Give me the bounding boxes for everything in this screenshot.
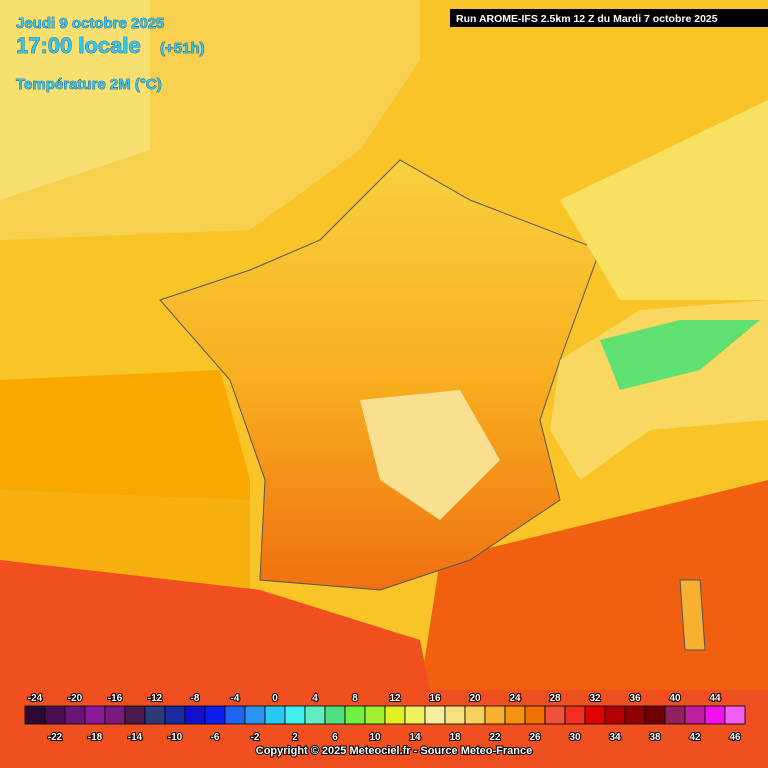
- legend-label: -12: [148, 693, 163, 704]
- legend-label: 24: [509, 693, 521, 704]
- legend-label: -2: [251, 732, 260, 743]
- legend-swatch: [304, 705, 326, 725]
- legend-label: 38: [649, 732, 661, 743]
- legend-label: 28: [549, 693, 561, 704]
- legend-swatch: [464, 705, 486, 725]
- legend-swatch: [84, 705, 106, 725]
- legend-label: -6: [211, 732, 220, 743]
- legend-label: 12: [389, 693, 401, 704]
- legend-swatch: [184, 705, 206, 725]
- legend-label: -20: [68, 693, 83, 704]
- legend-swatch: [204, 705, 226, 725]
- legend-swatch: [64, 705, 86, 725]
- legend-swatch: [104, 705, 126, 725]
- massif-central: [360, 390, 500, 520]
- legend-swatch: [564, 705, 586, 725]
- legend-label: 44: [709, 693, 721, 704]
- legend-swatch: [164, 705, 186, 725]
- legend-label: 36: [629, 693, 641, 704]
- legend-label: 26: [529, 732, 541, 743]
- germany: [560, 100, 768, 300]
- legend-swatch: [504, 705, 526, 725]
- legend-swatch: [444, 705, 466, 725]
- run-banner: [450, 9, 768, 27]
- legend-label: 20: [469, 693, 481, 704]
- legend-swatch: [664, 705, 686, 725]
- run-info: Run AROME-IFS 2.5km 12 Z du Mardi 7 octo…: [456, 13, 718, 25]
- legend-label: -4: [231, 693, 240, 704]
- france: [159, 159, 601, 591]
- sea-south-west: [0, 490, 250, 590]
- legend-swatch: [44, 705, 66, 725]
- legend-label: -18: [88, 732, 103, 743]
- legend-bg: [0, 690, 768, 768]
- legend-label: 8: [352, 693, 358, 704]
- legend-swatch: [324, 705, 346, 725]
- legend-label: 40: [669, 693, 681, 704]
- legend-label: 42: [689, 732, 701, 743]
- legend-label: -22: [48, 732, 63, 743]
- legend-label: 4: [312, 693, 318, 704]
- mediterranean: [420, 480, 768, 690]
- legend-label: 16: [429, 693, 441, 704]
- parameter: Température 2M (°C): [16, 76, 162, 93]
- legend-swatch: [604, 705, 626, 725]
- legend-swatch: [524, 705, 546, 725]
- legend-swatch: [544, 705, 566, 725]
- legend-label: -14: [128, 732, 143, 743]
- legend-swatch: [684, 705, 706, 725]
- legend-swatch: [424, 705, 446, 725]
- legend-label: -10: [168, 732, 183, 743]
- legend-label: 34: [609, 732, 621, 743]
- legend-swatch: [624, 705, 646, 725]
- corsica: [679, 579, 706, 651]
- legend-label: 30: [569, 732, 581, 743]
- legend-swatch: [584, 705, 606, 725]
- legend-swatch: [484, 705, 506, 725]
- legend-label: 22: [489, 732, 501, 743]
- alps-high: [600, 320, 760, 390]
- legend-label: 18: [449, 732, 461, 743]
- spain: [0, 560, 430, 690]
- legend-label: -24: [28, 693, 43, 704]
- legend-swatch: [344, 705, 366, 725]
- atlantic-north: [0, 0, 150, 200]
- legend-swatch: [724, 705, 746, 725]
- legend-label: 0: [272, 693, 278, 704]
- legend-swatch: [144, 705, 166, 725]
- legend-swatch: [264, 705, 286, 725]
- legend: -24-22-20-18-16-14-12-10-8-6-4-202468101…: [24, 692, 746, 744]
- legend-label: -16: [108, 693, 123, 704]
- legend-swatch: [24, 705, 46, 725]
- legend-swatch: [284, 705, 306, 725]
- legend-label: 32: [589, 693, 601, 704]
- legend-swatch: [244, 705, 266, 725]
- lead-time: (+51h): [160, 40, 205, 57]
- legend-swatch: [384, 705, 406, 725]
- legend-label: 6: [332, 732, 338, 743]
- legend-label: 2: [292, 732, 298, 743]
- legend-swatch: [224, 705, 246, 725]
- legend-label: 14: [409, 732, 421, 743]
- legend-swatch: [644, 705, 666, 725]
- copyright: Copyright © 2025 Meteociel.fr - Source M…: [256, 745, 532, 757]
- legend-label: 46: [729, 732, 741, 743]
- legend-label: 10: [369, 732, 381, 743]
- legend-swatch: [404, 705, 426, 725]
- legend-label: -8: [191, 693, 200, 704]
- time: 17:00 locale: [16, 33, 141, 58]
- legend-swatch: [704, 705, 726, 725]
- date: Jeudi 9 octobre 2025: [16, 15, 164, 32]
- legend-swatch: [364, 705, 386, 725]
- legend-swatch: [124, 705, 146, 725]
